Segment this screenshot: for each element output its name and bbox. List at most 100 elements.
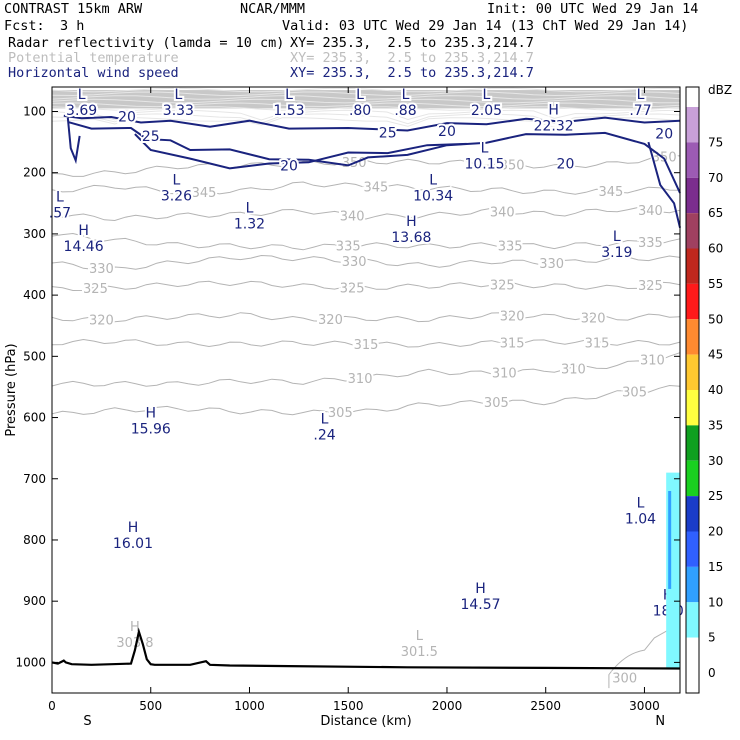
isentrope-label-310: 310	[561, 363, 586, 378]
y-tick-label-2: 300	[23, 227, 46, 241]
extremum-type-19: H	[128, 520, 139, 536]
x-axis-title: Distance (km)	[320, 714, 411, 729]
colorbar-label-25: 25	[708, 489, 723, 503]
extremum-value-4: .88	[394, 103, 416, 119]
extremum-type-15: L	[613, 229, 621, 245]
field-reflectivity-xy: XY= 235.3, 2.5 to 235.3,214.7	[290, 35, 534, 51]
y-tick-label-6: 700	[23, 472, 46, 486]
theta-extremum-type-1: H	[130, 620, 140, 635]
extremum-value-0: 3.69	[66, 103, 97, 119]
wind-contour-20-2	[134, 133, 467, 170]
extremum-type-10: L	[429, 172, 437, 188]
isentrope-305	[51, 384, 681, 416]
field-wind: Horizontal wind speed	[8, 65, 179, 81]
isentrope-label-310: 310	[348, 372, 373, 387]
colorbar-label-5: 5	[708, 631, 716, 645]
x-tick-label-6: 3000	[629, 699, 660, 713]
isentrope-label-320: 320	[581, 312, 606, 327]
colorbar-segment-40	[686, 354, 699, 390]
extremum-value-5: 2.05	[471, 103, 502, 119]
extremum-value-16: 15.96	[131, 422, 171, 438]
colorbar-segment-5	[686, 602, 699, 638]
extremum-type-20: H	[475, 581, 486, 597]
extremum-type-2: L	[285, 87, 293, 103]
x-tick-label-4: 2000	[432, 699, 463, 713]
plot-area	[52, 87, 680, 693]
field-theta: Potential temperature	[8, 50, 179, 66]
extremum-value-18: 1.04	[625, 511, 656, 527]
theta-extremum-value-0: 301.5	[401, 645, 438, 660]
isentrope-330	[51, 254, 681, 270]
extremum-type-7: H	[548, 103, 559, 119]
isentrope-315	[51, 338, 681, 348]
extremum-type-13: H	[406, 214, 417, 230]
source-label: NCAR/MMM	[240, 1, 306, 17]
extremum-value-14: 14.46	[64, 239, 104, 255]
colorbar-label-40: 40	[708, 383, 723, 397]
fcst-label: Fcst:	[4, 18, 45, 34]
colorbar-label-75: 75	[708, 135, 723, 149]
isentrope-320	[51, 312, 681, 323]
extremum-value-8: 10.15	[464, 156, 504, 172]
fcst-value: 3 h	[60, 18, 85, 34]
colorbar-segment-45	[686, 319, 699, 355]
wind-label-2: 25	[142, 129, 160, 145]
isentrope-label-315: 315	[585, 336, 610, 351]
extremum-type-1: L	[174, 87, 182, 103]
extremum-value-17: .24	[313, 428, 335, 444]
extremum-value-11: .57	[49, 205, 71, 221]
extremum-value-3: .80	[349, 103, 371, 119]
isentrope-345	[51, 181, 681, 195]
isentrope-label-350: 350	[500, 159, 525, 174]
extremum-type-9: L	[173, 172, 181, 188]
terrain-line	[51, 627, 681, 670]
extremum-value-10: 10.34	[413, 188, 453, 204]
extremum-value-19: 16.01	[113, 536, 153, 552]
extremum-type-0: L	[78, 87, 86, 103]
x-tick-label-3: 1500	[333, 699, 364, 713]
field-wind-xy: XY= 235.3, 2.5 to 235.3,214.7	[290, 65, 534, 81]
extremum-type-17: L	[321, 412, 329, 428]
isentrope-label-325: 325	[638, 279, 663, 294]
isentrope-label-335: 335	[498, 239, 523, 254]
x-tick-label-1: 500	[139, 699, 162, 713]
upper-isentrope-line	[51, 106, 681, 111]
isentrope-label-315: 315	[500, 336, 525, 351]
extremum-value-9: 3.26	[161, 188, 192, 204]
isentrope-335	[51, 232, 681, 251]
isentrope-label-335: 335	[336, 240, 361, 255]
y-axis-title: Pressure (hPa)	[4, 343, 19, 436]
colorbar-label-15: 15	[708, 560, 723, 574]
extremum-type-16: H	[145, 406, 156, 422]
upper-isentrope-line	[51, 91, 681, 97]
upper-isentrope-line	[51, 87, 681, 93]
extremum-value-6: .77	[629, 103, 651, 119]
extremum-type-11: L	[56, 189, 64, 205]
y-tick-label-3: 400	[23, 288, 46, 302]
colorbar-label-60: 60	[708, 242, 723, 256]
extremum-value-15: 3.19	[601, 245, 632, 261]
isentrope-label-340: 340	[490, 205, 515, 220]
isentrope-310	[51, 352, 681, 387]
upper-isentrope-line	[51, 98, 681, 104]
plot-frame	[51, 86, 681, 694]
valid-time: Valid: 03 UTC Wed 29 Jan 14 (13 ChT Wed …	[282, 18, 689, 34]
colorbar-segment-10	[686, 566, 699, 603]
y-tick-label-8: 900	[23, 594, 46, 608]
colorbar-segment-60	[686, 213, 699, 249]
colorbar-label-70: 70	[708, 171, 723, 185]
y-tick-label-9: 1000	[15, 655, 46, 669]
x-tick-label-2: 1000	[234, 699, 265, 713]
colorbar-segment-0	[686, 637, 699, 673]
extremum-type-5: L	[483, 87, 491, 103]
reflectivity-region-10	[668, 491, 672, 589]
extremum-value-7: 22.32	[534, 119, 574, 135]
extremum-type-4: L	[402, 87, 410, 103]
wind-contour-20-0	[63, 114, 681, 132]
extremum-type-14: H	[78, 223, 89, 239]
isentrope-label-305: 305	[484, 396, 509, 411]
colorbar-segment-30	[686, 425, 699, 461]
upper-isentrope-line	[51, 109, 681, 121]
direction-north: N	[655, 714, 665, 729]
